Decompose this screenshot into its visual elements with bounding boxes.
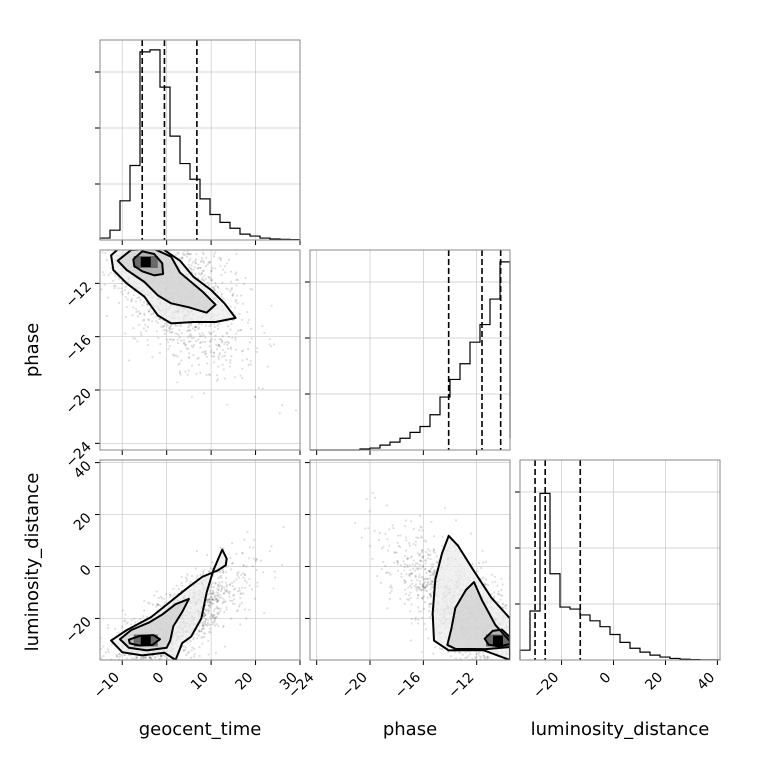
- ylabel-phase: phase: [22, 323, 43, 377]
- scatter-geocent-time-vs-luminosity-distance-ytick-label-0: −20: [63, 614, 95, 646]
- hist-luminosity-distance-xtick-label-2: 20: [642, 670, 666, 694]
- ylabel-luminosity-distance: luminosity_distance: [22, 473, 43, 652]
- scatter-phase-vs-luminosity-distance-xtick-label-3: −12: [445, 670, 477, 702]
- hist-luminosity-distance-frame: [519, 459, 721, 661]
- hist-phase-steps: [310, 261, 511, 451]
- scatter-geocent-time-vs-phase-mode: [140, 257, 151, 267]
- xlabel-luminosity-distance: luminosity_distance: [531, 719, 710, 740]
- hist-luminosity-distance-steps: [519, 492, 721, 661]
- scatter-geocent-time-vs-luminosity-distance-xtick-label-0: −10: [91, 670, 123, 702]
- hist-luminosity-distance-xtick-label-1: 0: [597, 670, 615, 688]
- hist-luminosity-distance-grid: [520, 460, 720, 660]
- hist-geocent-time-steps: [99, 49, 301, 241]
- scatter-geocent-time-vs-luminosity-distance-frame: [99, 459, 301, 661]
- scatter-geocent-time-vs-luminosity-distance-contour-inner: [127, 634, 161, 647]
- scatter-phase-vs-luminosity-distance-contour-outer: [431, 534, 510, 660]
- scatter-phase-vs-luminosity-distance-xtick-label-1: −20: [339, 670, 371, 702]
- scatter-phase-vs-luminosity-distance-xtick-label-2: −16: [392, 669, 424, 701]
- scatter-geocent-time-vs-luminosity-distance-xtick-label-1: 0: [150, 670, 168, 688]
- scatter-geocent-time-vs-luminosity-distance-points: [100, 525, 285, 660]
- scatter-geocent-time-vs-phase-ytick-label-1: −20: [63, 386, 95, 418]
- scatter-geocent-time-vs-luminosity-distance-xtick-label-3: 20: [232, 670, 256, 694]
- xlabel-phase: phase: [383, 719, 437, 740]
- scatter-geocent-time-vs-luminosity-distance-contour-outer: [110, 548, 228, 660]
- hist-luminosity-distance-xtick-label-3: 40: [694, 670, 718, 694]
- scatter-phase-vs-luminosity-distance-contour-inner: [483, 628, 510, 648]
- hist-luminosity-distance-xtick-label-0: −20: [530, 670, 562, 702]
- hist-geocent-time-frame: [99, 39, 301, 241]
- scatter-phase-vs-luminosity-distance-points: [353, 491, 510, 660]
- hist-phase-grid: [310, 250, 510, 450]
- scatter-geocent-time-vs-luminosity-distance-ytick-label-2: 20: [71, 510, 95, 534]
- scatter-geocent-time-vs-phase-ytick-label-2: −16: [63, 332, 95, 364]
- scatter-geocent-time-vs-phase-contour-inner: [132, 250, 165, 277]
- scatter-phase-vs-luminosity-distance-frame: [309, 459, 511, 661]
- scatter-geocent-time-vs-luminosity-distance-ytick-label-1: 0: [77, 562, 95, 580]
- scatter-geocent-time-vs-luminosity-distance-contour-middle: [119, 597, 190, 652]
- scatter-geocent-time-vs-luminosity-distance-xtick-label-2: 10: [188, 670, 212, 694]
- scatter-geocent-time-vs-phase-frame: [99, 249, 301, 451]
- xlabel-geocent-time: geocent_time: [139, 719, 262, 740]
- scatter-geocent-time-vs-phase-ytick-label-3: −12: [63, 279, 95, 311]
- scatter-phase-vs-luminosity-distance-contour-middle: [446, 581, 510, 651]
- hist-phase-frame: [309, 249, 511, 451]
- scatter-geocent-time-vs-luminosity-distance-mode: [140, 635, 151, 646]
- scatter-geocent-time-vs-phase-points: [100, 250, 298, 415]
- scatter-phase-vs-luminosity-distance-mode: [493, 635, 503, 646]
- scatter-geocent-time-vs-phase-contour-outer: [110, 250, 237, 325]
- hist-geocent-time-grid: [100, 40, 301, 240]
